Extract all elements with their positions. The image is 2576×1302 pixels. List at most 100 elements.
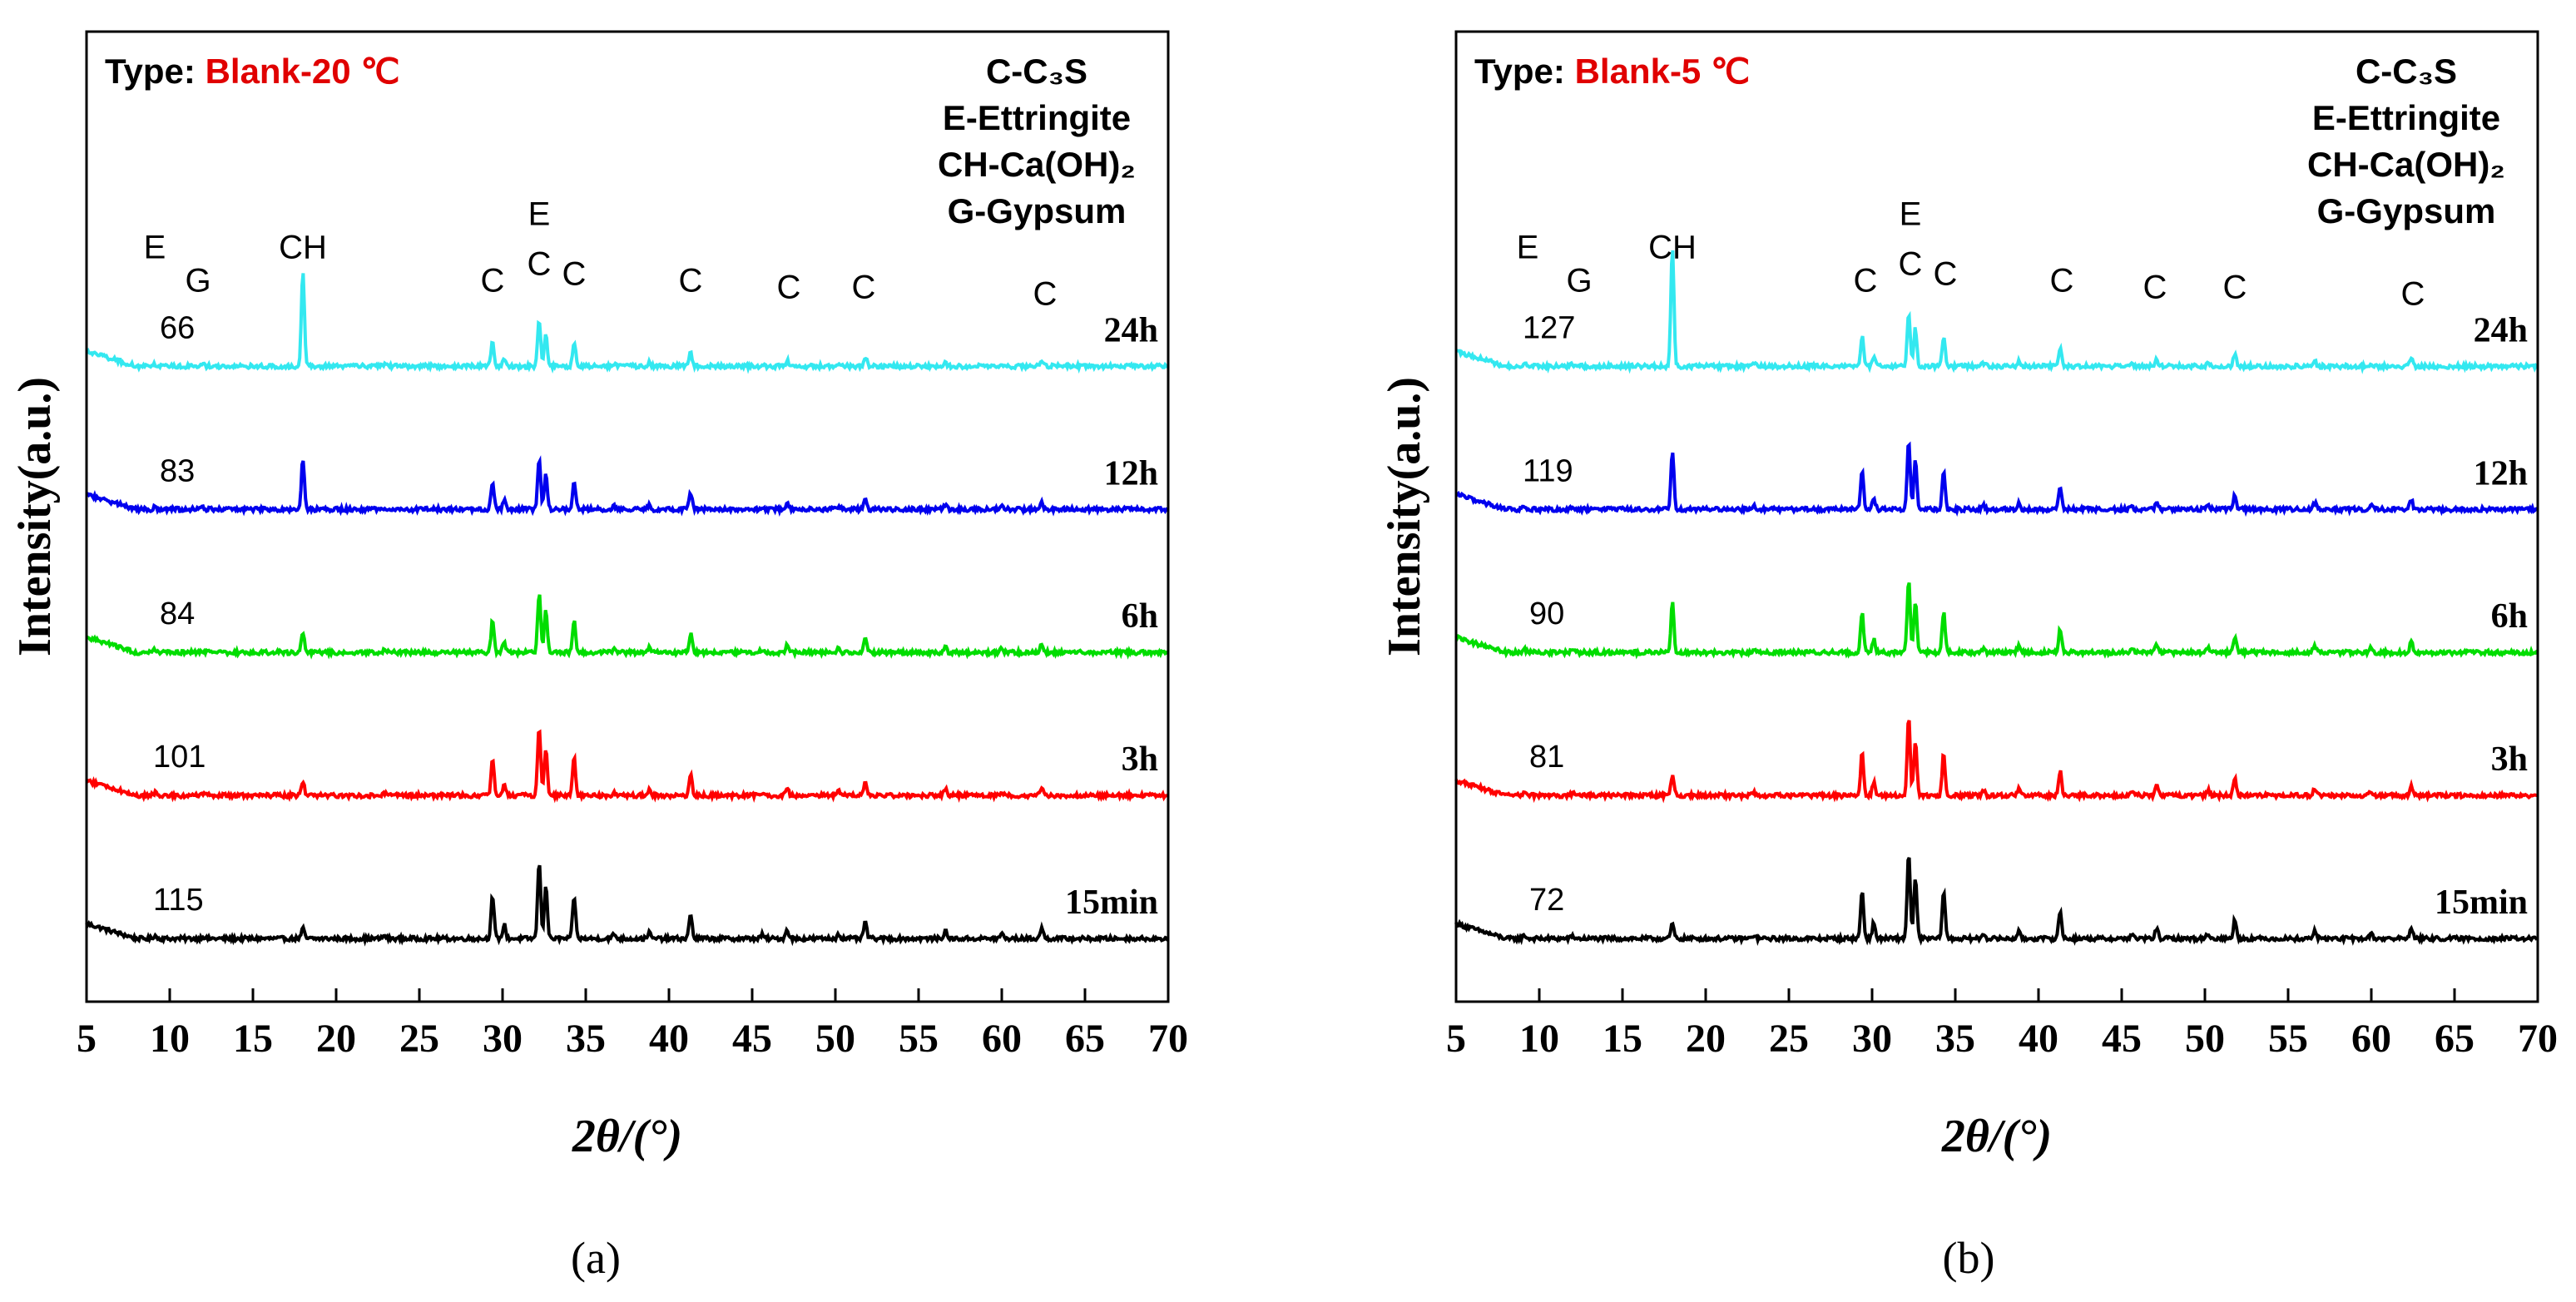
- x-tick-label: 50: [815, 1017, 855, 1061]
- peak-marker-C: C: [2050, 262, 2074, 299]
- peak-marker-G: G: [185, 262, 211, 299]
- x-tick-label: 55: [2268, 1017, 2308, 1061]
- curve-label-12h: 12h: [1104, 454, 1158, 493]
- legend-entry: CH-Ca(OH)₂: [938, 145, 1136, 184]
- intensity-value-24h: 66: [160, 310, 195, 345]
- x-tick-label: 5: [77, 1017, 97, 1061]
- peak-marker-C: C: [777, 269, 801, 305]
- curve-15min: [85, 864, 1169, 947]
- legend-entry: C-C₃S: [986, 52, 1087, 91]
- x-axis-label: 2θ/(°): [572, 1111, 682, 1162]
- curve-12h: [1454, 441, 2538, 517]
- y-axis-label: Intensity(a.u.): [1379, 377, 1430, 656]
- curve-label-24h: 24h: [2474, 311, 2528, 349]
- legend-entry: C-C₃S: [2356, 52, 2457, 91]
- x-tick-label: 10: [150, 1017, 190, 1061]
- peak-marker-CH: CH: [279, 229, 327, 265]
- peak-marker-C: C: [1854, 262, 1878, 299]
- x-tick-label: 25: [1769, 1017, 1809, 1061]
- panel-a: 15min 115 3h 101 6h 84 12h 83 24h 66 5 10 15 20 25 30 35…: [9, 30, 1188, 1162]
- curve-3h: [85, 729, 1168, 804]
- curve-label-3h: 3h: [2491, 740, 2528, 779]
- curve-24h: [86, 273, 1169, 374]
- x-tick-label: 40: [2019, 1017, 2058, 1061]
- peak-marker-E: E: [1900, 196, 1922, 232]
- curve-label-24h: 24h: [1104, 311, 1158, 349]
- x-tick-label: 70: [2518, 1017, 2558, 1061]
- x-tick-label: 45: [2102, 1017, 2142, 1061]
- intensity-value-6h: 84: [160, 597, 195, 631]
- curve-6h: [1454, 582, 2539, 660]
- type-label: Type: Blank-5 ℃: [1474, 52, 1750, 91]
- curve-15min: [1454, 857, 2539, 946]
- x-tick-label: 15: [1603, 1017, 1642, 1061]
- y-axis-label: Intensity(a.u.): [9, 377, 61, 656]
- peak-marker-C: C: [1934, 255, 1958, 292]
- x-tick-label: 35: [566, 1017, 606, 1061]
- x-tick-label: 15: [233, 1017, 273, 1061]
- intensity-value-15min: 72: [1529, 883, 1564, 918]
- x-tick-label: 35: [1935, 1017, 1975, 1061]
- x-tick-label: 65: [1065, 1017, 1105, 1061]
- legend-entry: E-Ettringite: [2312, 98, 2500, 137]
- type-prefix: Type:: [1474, 52, 1575, 91]
- x-tick-label: 60: [2351, 1017, 2391, 1061]
- type-prefix: Type:: [105, 52, 206, 91]
- x-tick-label: 65: [2435, 1017, 2474, 1061]
- x-tick-label: 10: [1519, 1017, 1559, 1061]
- plot-frame: [1454, 30, 2539, 1003]
- type-value: Blank-20 ℃: [206, 52, 400, 91]
- curve-label-6h: 6h: [1122, 597, 1158, 636]
- plot-frame: [85, 30, 1170, 1003]
- peak-marker-C: C: [852, 269, 876, 305]
- peak-marker-C: C: [562, 255, 587, 292]
- type-value: Blank-5 ℃: [1575, 52, 1751, 91]
- curve-label-15min: 15min: [1065, 884, 1158, 922]
- peak-marker-C: C: [1033, 275, 1058, 312]
- peak-marker-E: E: [528, 196, 551, 232]
- x-tick-label: 20: [316, 1017, 356, 1061]
- intensity-value-6h: 90: [1529, 597, 1564, 631]
- curve-label-6h: 6h: [2491, 597, 2528, 636]
- curve-6h: [85, 594, 1169, 660]
- sublabel-b: (b): [1943, 1233, 1995, 1283]
- curve-24h: [1455, 250, 2539, 374]
- intensity-value-3h: 81: [1529, 740, 1564, 775]
- peak-marker-E: E: [144, 229, 166, 265]
- curve-label-3h: 3h: [1122, 740, 1158, 779]
- peak-marker-CH: CH: [1648, 229, 1697, 265]
- legend-entry: G-Gypsum: [2317, 191, 2496, 230]
- x-tick-label: 70: [1148, 1017, 1188, 1061]
- peak-marker-C: C: [1899, 245, 1923, 282]
- peak-marker-G: G: [1566, 262, 1592, 299]
- curve-3h: [1454, 720, 2538, 804]
- panel-b: 15min 72 3h 81 6h 90 12h 119 24h 127 5 10 15 20 25 30 35…: [1379, 30, 2558, 1162]
- x-tick-label: 50: [2185, 1017, 2225, 1061]
- x-tick-label: 60: [982, 1017, 1022, 1061]
- peak-marker-C: C: [528, 245, 552, 282]
- x-axis-label: 2θ/(°): [1941, 1111, 2052, 1162]
- peak-marker-C: C: [481, 262, 505, 299]
- curve-12h: [86, 455, 1169, 517]
- legend-entry: E-Ettringite: [943, 98, 1131, 137]
- intensity-value-15min: 115: [153, 883, 204, 918]
- peak-marker-C: C: [2143, 269, 2167, 305]
- peak-marker-C: C: [2223, 269, 2247, 305]
- peak-marker-C: C: [679, 262, 703, 299]
- intensity-value-24h: 127: [1523, 310, 1575, 345]
- type-label: Type: Blank-20 ℃: [105, 52, 400, 91]
- x-tick-label: 25: [399, 1017, 439, 1061]
- x-tick-label: 40: [649, 1017, 689, 1061]
- x-tick-label: 20: [1686, 1017, 1726, 1061]
- curve-label-15min: 15min: [2435, 884, 2528, 922]
- sublabel-a: (a): [571, 1233, 621, 1283]
- intensity-value-12h: 119: [1523, 453, 1573, 488]
- intensity-value-3h: 101: [153, 740, 206, 775]
- x-tick-label: 30: [1852, 1017, 1892, 1061]
- legend-entry: G-Gypsum: [948, 191, 1127, 230]
- peak-marker-E: E: [1517, 229, 1539, 265]
- x-tick-label: 55: [899, 1017, 939, 1061]
- curve-label-12h: 12h: [2474, 454, 2528, 493]
- intensity-value-12h: 83: [160, 453, 195, 488]
